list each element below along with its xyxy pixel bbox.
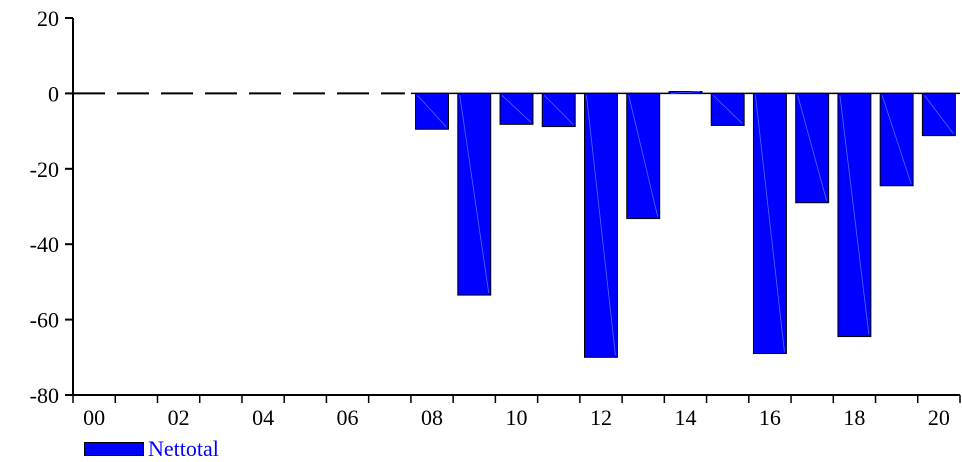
y-tick-label: -40 (30, 232, 59, 257)
x-tick-label: 12 (590, 405, 612, 430)
bar-shade-20 (924, 95, 954, 134)
x-tick-label: 18 (843, 405, 865, 430)
bar-shade-15 (712, 95, 743, 124)
x-tick-label: 20 (928, 405, 950, 430)
y-tick-label: 0 (48, 81, 59, 106)
bar-shade-11 (543, 95, 574, 125)
bar-shade-12 (586, 95, 616, 356)
bar-shade-17 (797, 95, 828, 201)
y-tick-label: -20 (30, 157, 59, 182)
bar-shade-19 (881, 95, 912, 184)
bar-shade-14 (670, 91, 700, 94)
y-tick-label: 20 (37, 6, 59, 31)
bar-shade-09 (459, 95, 490, 294)
axes-layer (65, 17, 961, 403)
x-tick-label: 06 (337, 405, 359, 430)
legend: Nettotal (84, 436, 219, 462)
x-tick-label: 04 (252, 405, 274, 430)
bar-shade-10 (501, 95, 532, 123)
bar-shade-13 (628, 95, 659, 217)
bar-shade-08 (417, 95, 447, 128)
x-tick-label: 14 (674, 405, 696, 430)
bar-shade-18 (839, 95, 870, 335)
y-tick-label: -60 (30, 308, 59, 333)
labels-layer: 20 0 -20 -40 -60 -80 00 02 04 06 08 10 12 14 16 18 20 (30, 6, 950, 430)
x-tick-label: 02 (168, 405, 190, 430)
y-tick-label: -80 (30, 383, 59, 408)
x-tick-label: 10 (506, 405, 528, 430)
bar-shade-16 (755, 95, 785, 352)
x-tick-label: 08 (421, 405, 443, 430)
x-tick-label: 00 (83, 405, 105, 430)
bars-layer (415, 91, 956, 358)
x-tick-label: 16 (759, 405, 781, 430)
bar-09 (457, 92, 492, 296)
legend-swatch (84, 442, 144, 456)
legend-label: Nettotal (148, 436, 219, 461)
